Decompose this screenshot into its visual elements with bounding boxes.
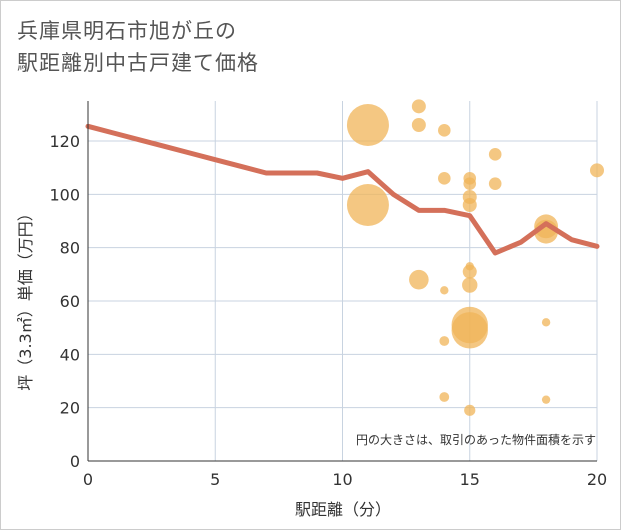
data-point-bubble	[439, 392, 450, 402]
x-tick-label: 20	[587, 470, 607, 489]
chart-title: 兵庫県明石市旭が丘の 駅距離別中古戸建て価格	[17, 15, 259, 79]
data-point-bubble	[488, 177, 502, 190]
data-point-bubble	[409, 269, 429, 290]
chart-title-line-2: 駅距離別中古戸建て価格	[17, 51, 259, 75]
bubble-series	[346, 99, 604, 416]
y-tick-label: 40	[60, 345, 80, 364]
data-point-bubble	[346, 104, 389, 146]
x-tick-label: 5	[210, 470, 220, 489]
data-point-bubble	[438, 172, 451, 185]
data-point-bubble	[462, 264, 477, 279]
data-point-bubble	[451, 312, 488, 349]
data-point-bubble	[411, 118, 426, 132]
data-point-bubble	[462, 277, 478, 293]
y-tick-label: 20	[60, 399, 80, 418]
y-tick-label: 120	[49, 132, 80, 151]
data-point-bubble	[541, 318, 551, 327]
axes	[87, 101, 597, 462]
average-price-line	[85, 123, 600, 256]
data-point-bubble	[541, 395, 551, 404]
data-point-bubble	[439, 336, 450, 346]
y-tick-label: 60	[60, 292, 80, 311]
average-line-series	[85, 123, 600, 256]
grid-lines	[88, 101, 598, 461]
data-point-bubble	[411, 99, 426, 114]
y-tick-label: 80	[60, 239, 80, 258]
data-point-bubble	[440, 286, 449, 295]
y-tick-label: 100	[49, 185, 80, 204]
y-tick-label: 0	[70, 452, 80, 471]
data-point-bubble	[346, 184, 389, 226]
data-point-bubble	[488, 148, 502, 161]
x-tick-label: 0	[83, 470, 93, 489]
x-tick-label: 15	[460, 470, 480, 489]
chart-title-line-1: 兵庫県明石市旭が丘の	[17, 19, 237, 43]
data-point-bubble	[463, 177, 477, 190]
data-point-bubble	[438, 124, 451, 137]
data-point-bubble	[590, 163, 604, 178]
data-point-bubble	[462, 198, 477, 212]
size-legend-note: 円の大きさは、取引のあった物件面積を示す	[356, 432, 596, 447]
data-point-bubble	[464, 404, 476, 416]
x-axis-label: 駅距離（分）	[295, 500, 391, 519]
y-axis-label: 坪（3.3㎡）単価（万円）	[16, 205, 35, 390]
tick-labels: 0 5 10 15 20 0 20 40 60 80 100 120	[49, 132, 607, 489]
x-tick-label: 10	[332, 470, 352, 489]
